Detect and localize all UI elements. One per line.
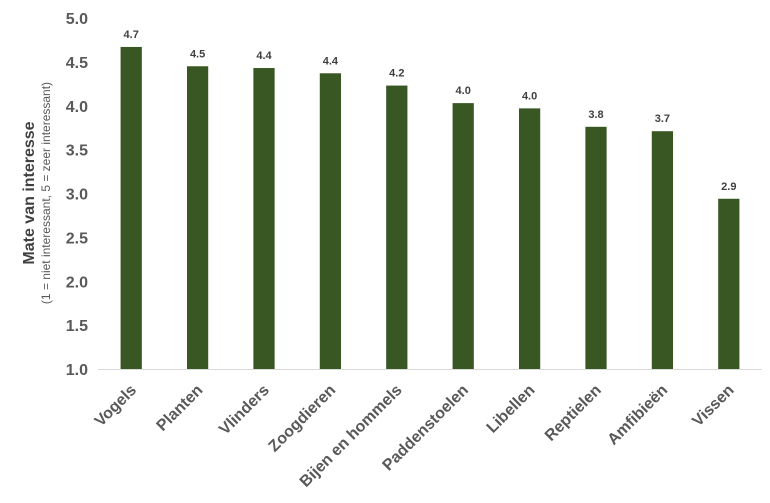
bar [651, 131, 674, 369]
x-category-label: Amfibieën [605, 382, 672, 449]
bar [253, 68, 275, 369]
data-label: 2.9 [721, 181, 736, 193]
bar [386, 85, 408, 369]
data-label: 4.2 [389, 68, 404, 80]
y-tick-label: 3.0 [66, 187, 88, 204]
x-category-label: Vissen [689, 382, 737, 430]
data-label: 4.5 [190, 48, 205, 60]
bar [718, 198, 740, 369]
bar [585, 126, 607, 369]
y-tick-label: 4.5 [66, 55, 88, 72]
y-axis-ticks: 1.0 1.5 2.0 2.5 3.0 3.5 4.0 4.5 5.0 [66, 11, 88, 379]
data-label: 4.7 [124, 29, 139, 41]
y-tick-label: 5.0 [66, 11, 88, 28]
y-tick-label: 1.5 [66, 318, 88, 335]
bar [518, 108, 541, 369]
data-label: 4.0 [522, 90, 537, 102]
data-label: 3.7 [655, 113, 670, 125]
data-label: 4.0 [456, 85, 471, 97]
bar [186, 66, 209, 369]
y-tick-label: 3.5 [66, 143, 88, 160]
y-axis-title-group: Mate van interesse (1 = niet interessant… [21, 82, 53, 304]
bars: 4.7 4.5 4.4 4.4 4.2 4.0 4.0 3.8 3.7 2.9 [120, 29, 740, 370]
data-label: 3.8 [588, 109, 603, 121]
y-axis-subtitle: (1 = niet interessant, 5 = zeer interess… [39, 82, 53, 304]
data-label: 4.4 [323, 55, 339, 67]
bar [120, 46, 142, 370]
x-category-label: Reptielen [542, 382, 605, 445]
data-label: 4.4 [256, 50, 272, 62]
y-tick-label: 2.0 [66, 274, 88, 291]
y-tick-label: 2.5 [66, 230, 88, 247]
x-category-label: Planten [154, 382, 207, 435]
x-category-label: Zoogdieren [266, 382, 340, 456]
y-tick-label: 1.0 [66, 362, 88, 379]
bar [319, 73, 342, 369]
y-axis-title: Mate van interesse [21, 121, 38, 264]
x-category-label: Vlinders [216, 382, 273, 439]
bar [452, 103, 474, 370]
x-category-label: Libellen [484, 382, 539, 437]
x-category-label: Vogels [92, 382, 140, 430]
y-tick-label: 4.0 [66, 99, 88, 116]
